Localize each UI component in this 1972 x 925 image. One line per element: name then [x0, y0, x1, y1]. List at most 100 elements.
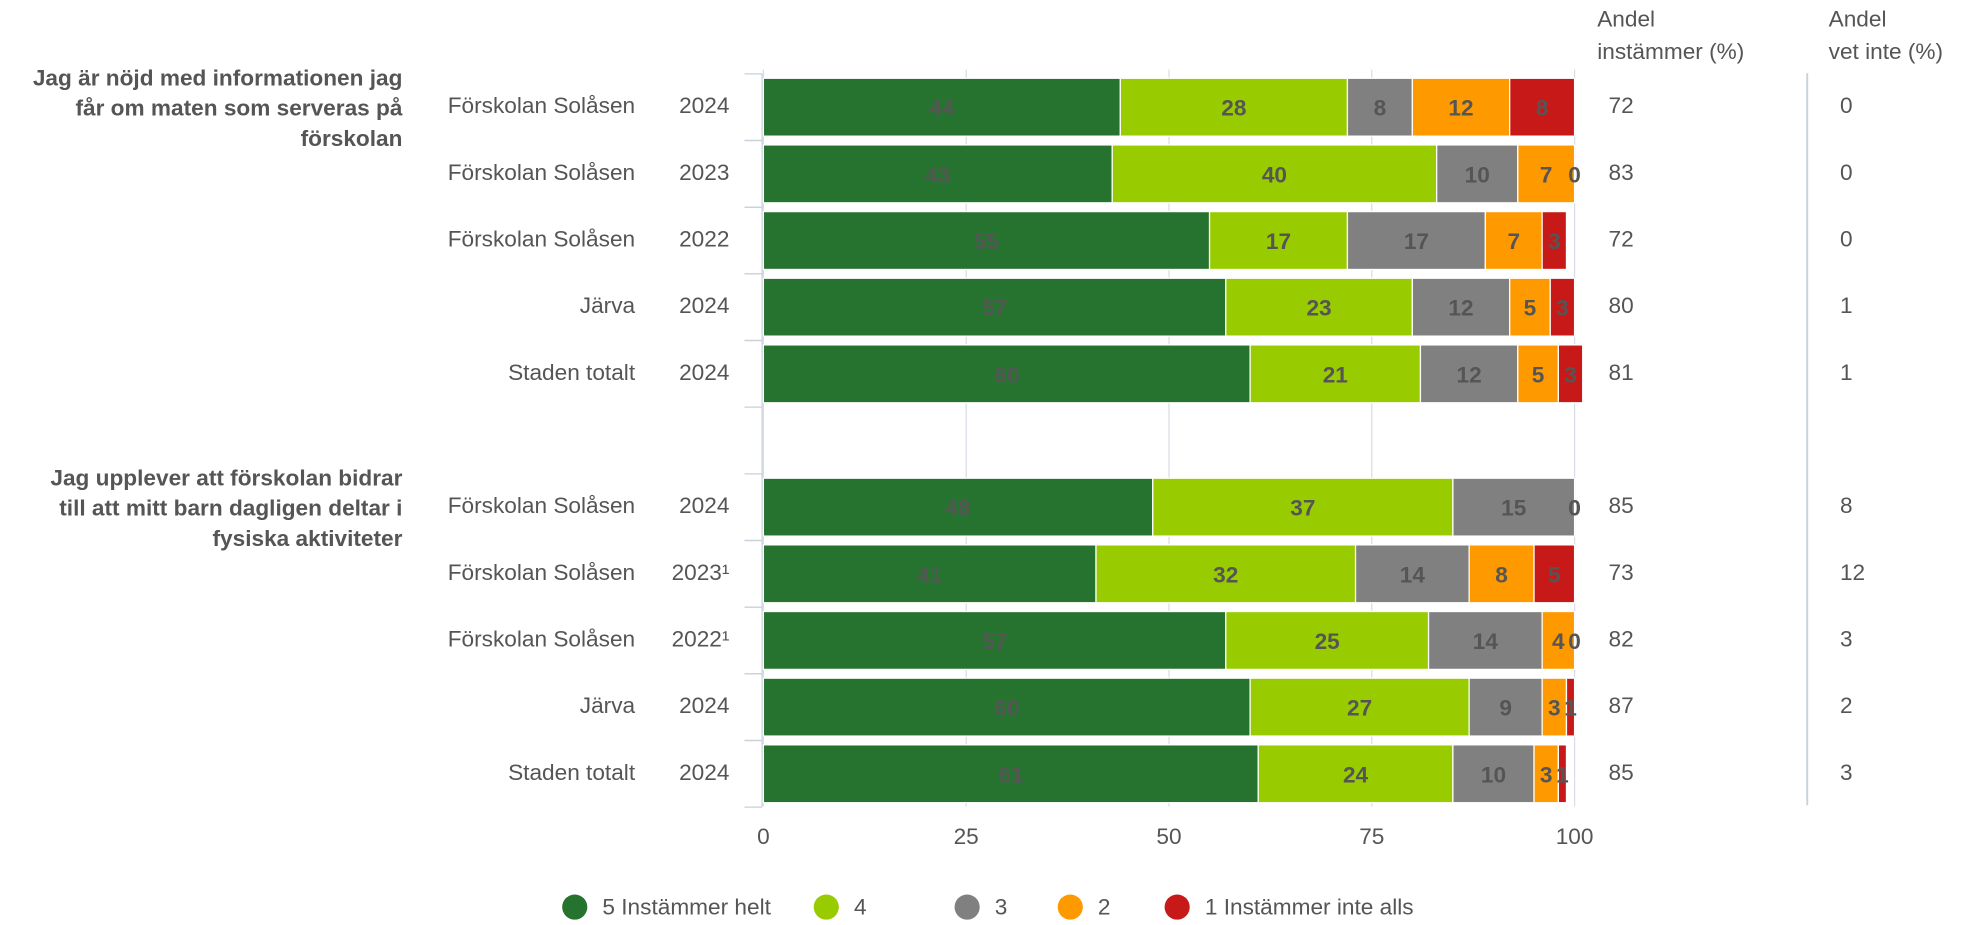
data-label: 60 [994, 362, 1019, 387]
x-tick-label: 25 [954, 824, 979, 849]
data-label: 37 [1290, 496, 1315, 521]
dont-know-value: 3 [1840, 626, 1853, 651]
data-label: 8 [1374, 96, 1387, 121]
bar-segment [1549, 277, 1576, 337]
data-label: 28 [1221, 96, 1246, 121]
data-label: 57 [982, 629, 1007, 654]
bar-segment [1565, 677, 1576, 737]
data-label: 40 [1262, 162, 1287, 187]
row-label: Förskolan Solåsen [448, 227, 635, 252]
legend-label: 1 Instämmer inte alls [1205, 894, 1414, 919]
agree-value: 85 [1609, 760, 1634, 785]
data-label: 17 [1404, 229, 1429, 254]
row-year: 2024 [679, 293, 729, 318]
dont-know-value: 2 [1840, 693, 1853, 718]
bar-segment [1452, 744, 1535, 804]
legend-label: 3 [995, 894, 1008, 919]
agree-value: 83 [1609, 160, 1634, 185]
data-label: 1 [1564, 696, 1577, 721]
data-label: 3 [1564, 362, 1577, 387]
group-title: till att mitt barn dagligen deltar i [59, 496, 402, 521]
data-label: 9 [1499, 696, 1512, 721]
row-label: Staden totalt [508, 760, 636, 785]
data-label: 7 [1507, 229, 1520, 254]
bar-segment [1533, 544, 1576, 604]
legend-marker [562, 894, 588, 920]
agree-value: 73 [1609, 560, 1634, 585]
bar-segment [1557, 344, 1584, 404]
bar-segment [1557, 744, 1568, 804]
agree-value: 72 [1609, 93, 1634, 118]
data-label: 14 [1473, 629, 1499, 654]
row-label: Förskolan Solåsen [448, 493, 635, 518]
bar-segment [1452, 477, 1576, 537]
bar-segment [1509, 277, 1551, 337]
group-title: Jag upplever att förskolan bidrar [50, 465, 402, 490]
data-label: 3 [1548, 696, 1561, 721]
bar-segment [1257, 744, 1454, 804]
dont-know-value: 12 [1840, 560, 1865, 585]
bar-segment [1225, 610, 1430, 671]
data-label: 32 [1213, 562, 1238, 587]
data-label: 24 [1343, 762, 1369, 787]
dont-know-value: 0 [1840, 227, 1853, 252]
data-label: 8 [1495, 562, 1508, 587]
legend-marker [813, 894, 839, 920]
dont-know-value: 0 [1840, 160, 1853, 185]
data-label: 5 [1532, 362, 1545, 387]
data-label: 5 [1524, 296, 1537, 321]
row-year: 2022¹ [672, 626, 730, 651]
data-label: 43 [925, 162, 950, 187]
bar-segment [1411, 277, 1511, 337]
agree-value: 80 [1609, 293, 1634, 318]
data-label: 7 [1540, 162, 1553, 187]
row-label: Staden totalt [508, 360, 636, 385]
dont-know-value: 3 [1840, 760, 1853, 785]
bar-segment [1095, 544, 1357, 604]
bar-segment [762, 677, 1251, 737]
bar-segment [1119, 77, 1349, 137]
bar-segment [762, 210, 1211, 271]
data-label: 0 [1568, 496, 1581, 521]
data-label: 12 [1448, 96, 1473, 121]
bar-segment [1541, 210, 1568, 271]
row-label: Järva [580, 693, 636, 718]
data-label: 10 [1465, 162, 1490, 187]
data-label: 57 [982, 296, 1007, 321]
bar-segment [762, 544, 1097, 604]
column-header: vet inte (%) [1829, 39, 1943, 64]
bar-segment [1509, 77, 1576, 137]
x-tick-label: 50 [1156, 824, 1181, 849]
bar-segment [1249, 344, 1422, 404]
group-title: Jag är nöjd med informationen jag [33, 66, 403, 91]
bar-segment [762, 744, 1259, 804]
bar-segment [1152, 477, 1454, 537]
data-label: 61 [998, 762, 1023, 787]
legend-label: 2 [1098, 894, 1111, 919]
data-label: 0 [1568, 629, 1581, 654]
data-label: 48 [945, 496, 970, 521]
bar-segment [1354, 544, 1470, 604]
dont-know-value: 1 [1840, 293, 1853, 318]
bar-segment [1517, 344, 1559, 404]
dont-know-value: 1 [1840, 360, 1853, 385]
data-label: 3 [1548, 229, 1561, 254]
data-label: 41 [917, 562, 942, 587]
bar-segment [1468, 544, 1535, 604]
bar-segment [762, 477, 1154, 537]
data-label: 15 [1501, 496, 1526, 521]
data-label: 0 [1568, 496, 1581, 521]
column-header: instämmer (%) [1597, 39, 1744, 64]
bar-segment [1111, 144, 1438, 204]
row-year: 2022 [679, 227, 729, 252]
bar-segment [1484, 210, 1543, 271]
bar-segment [762, 277, 1227, 337]
row-year: 2024 [679, 360, 729, 385]
data-label: 4 [1552, 629, 1565, 654]
agree-value: 81 [1609, 360, 1634, 385]
x-tick-label: 100 [1556, 824, 1594, 849]
bar-segment [1533, 744, 1559, 804]
bar-segment [1411, 77, 1511, 137]
row-label: Förskolan Solåsen [448, 93, 635, 118]
